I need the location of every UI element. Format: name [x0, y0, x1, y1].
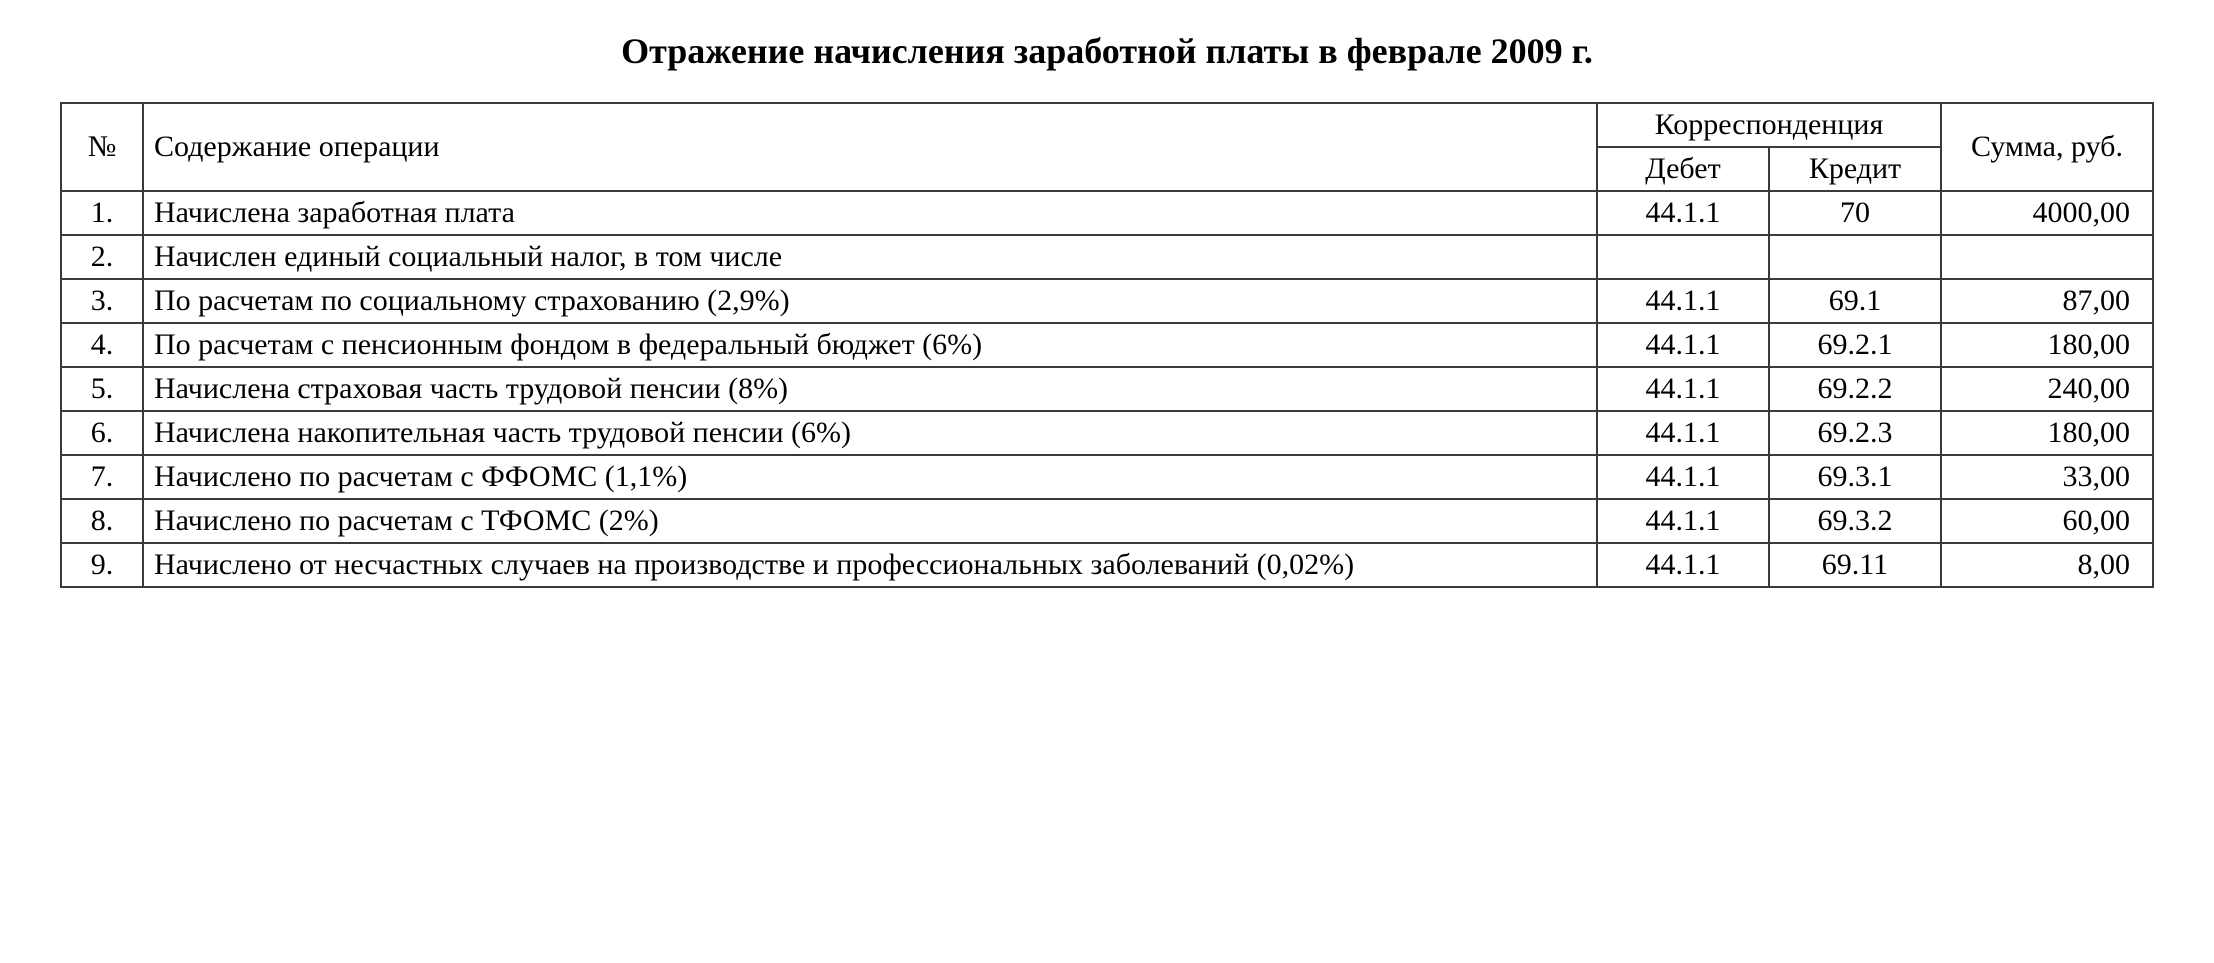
cell-debit: 44.1.1 [1597, 279, 1769, 323]
cell-debit: 44.1.1 [1597, 543, 1769, 587]
cell-debit: 44.1.1 [1597, 411, 1769, 455]
cell-num: 5. [61, 367, 143, 411]
cell-sum: 8,00 [1941, 543, 2153, 587]
cell-sum: 87,00 [1941, 279, 2153, 323]
cell-desc: По расчетам по социальному страхованию (… [143, 279, 1597, 323]
table-row: 1. Начислена заработная плата 44.1.1 70 … [61, 191, 2153, 235]
header-credit: Кредит [1769, 147, 1941, 191]
cell-num: 3. [61, 279, 143, 323]
cell-debit: 44.1.1 [1597, 191, 1769, 235]
cell-num: 8. [61, 499, 143, 543]
table-row: 8. Начислено по расчетам с ТФОМС (2%) 44… [61, 499, 2153, 543]
table-row: 7. Начислено по расчетам с ФФОМС (1,1%) … [61, 455, 2153, 499]
cell-debit: 44.1.1 [1597, 499, 1769, 543]
table-body: 1. Начислена заработная плата 44.1.1 70 … [61, 191, 2153, 587]
header-corr: Корреспонденция [1597, 103, 1941, 147]
page-title: Отражение начисления заработной платы в … [60, 30, 2154, 72]
cell-num: 6. [61, 411, 143, 455]
cell-num: 4. [61, 323, 143, 367]
cell-credit: 69.3.2 [1769, 499, 1941, 543]
cell-credit [1769, 235, 1941, 279]
cell-credit: 69.3.1 [1769, 455, 1941, 499]
cell-sum: 240,00 [1941, 367, 2153, 411]
table-row: 9. Начислено от несчастных случаев на пр… [61, 543, 2153, 587]
header-num: № [61, 103, 143, 191]
table-row: 6. Начислена накопительная часть трудово… [61, 411, 2153, 455]
table-row: 4. По расчетам с пенсионным фондом в фед… [61, 323, 2153, 367]
cell-credit: 69.2.3 [1769, 411, 1941, 455]
cell-desc: Начислено по расчетам с ТФОМС (2%) [143, 499, 1597, 543]
cell-debit: 44.1.1 [1597, 367, 1769, 411]
cell-desc: Начислена страховая часть трудовой пенси… [143, 367, 1597, 411]
header-desc: Содержание операции [143, 103, 1597, 191]
table-row: 3. По расчетам по социальному страховани… [61, 279, 2153, 323]
cell-desc: Начислена накопительная часть трудовой п… [143, 411, 1597, 455]
cell-debit [1597, 235, 1769, 279]
cell-sum: 180,00 [1941, 411, 2153, 455]
cell-credit: 69.2.1 [1769, 323, 1941, 367]
cell-desc: Начислено от несчастных случаев на произ… [143, 543, 1597, 587]
cell-credit: 70 [1769, 191, 1941, 235]
table-row: 5. Начислена страховая часть трудовой пе… [61, 367, 2153, 411]
cell-num: 9. [61, 543, 143, 587]
cell-sum: 60,00 [1941, 499, 2153, 543]
cell-debit: 44.1.1 [1597, 323, 1769, 367]
cell-debit: 44.1.1 [1597, 455, 1769, 499]
cell-desc: По расчетам с пенсионным фондом в федера… [143, 323, 1597, 367]
cell-desc: Начислено по расчетам с ФФОМС (1,1%) [143, 455, 1597, 499]
cell-sum: 33,00 [1941, 455, 2153, 499]
table-row: 2. Начислен единый социальный налог, в т… [61, 235, 2153, 279]
header-sum: Сумма, руб. [1941, 103, 2153, 191]
cell-num: 7. [61, 455, 143, 499]
cell-num: 2. [61, 235, 143, 279]
cell-credit: 69.2.2 [1769, 367, 1941, 411]
cell-num: 1. [61, 191, 143, 235]
cell-credit: 69.11 [1769, 543, 1941, 587]
cell-desc: Начислен единый социальный налог, в том … [143, 235, 1597, 279]
cell-credit: 69.1 [1769, 279, 1941, 323]
header-debit: Дебет [1597, 147, 1769, 191]
cell-desc: Начислена заработная плата [143, 191, 1597, 235]
cell-sum [1941, 235, 2153, 279]
cell-sum: 180,00 [1941, 323, 2153, 367]
accounting-table: № Содержание операции Корреспонденция Су… [60, 102, 2154, 588]
cell-sum: 4000,00 [1941, 191, 2153, 235]
